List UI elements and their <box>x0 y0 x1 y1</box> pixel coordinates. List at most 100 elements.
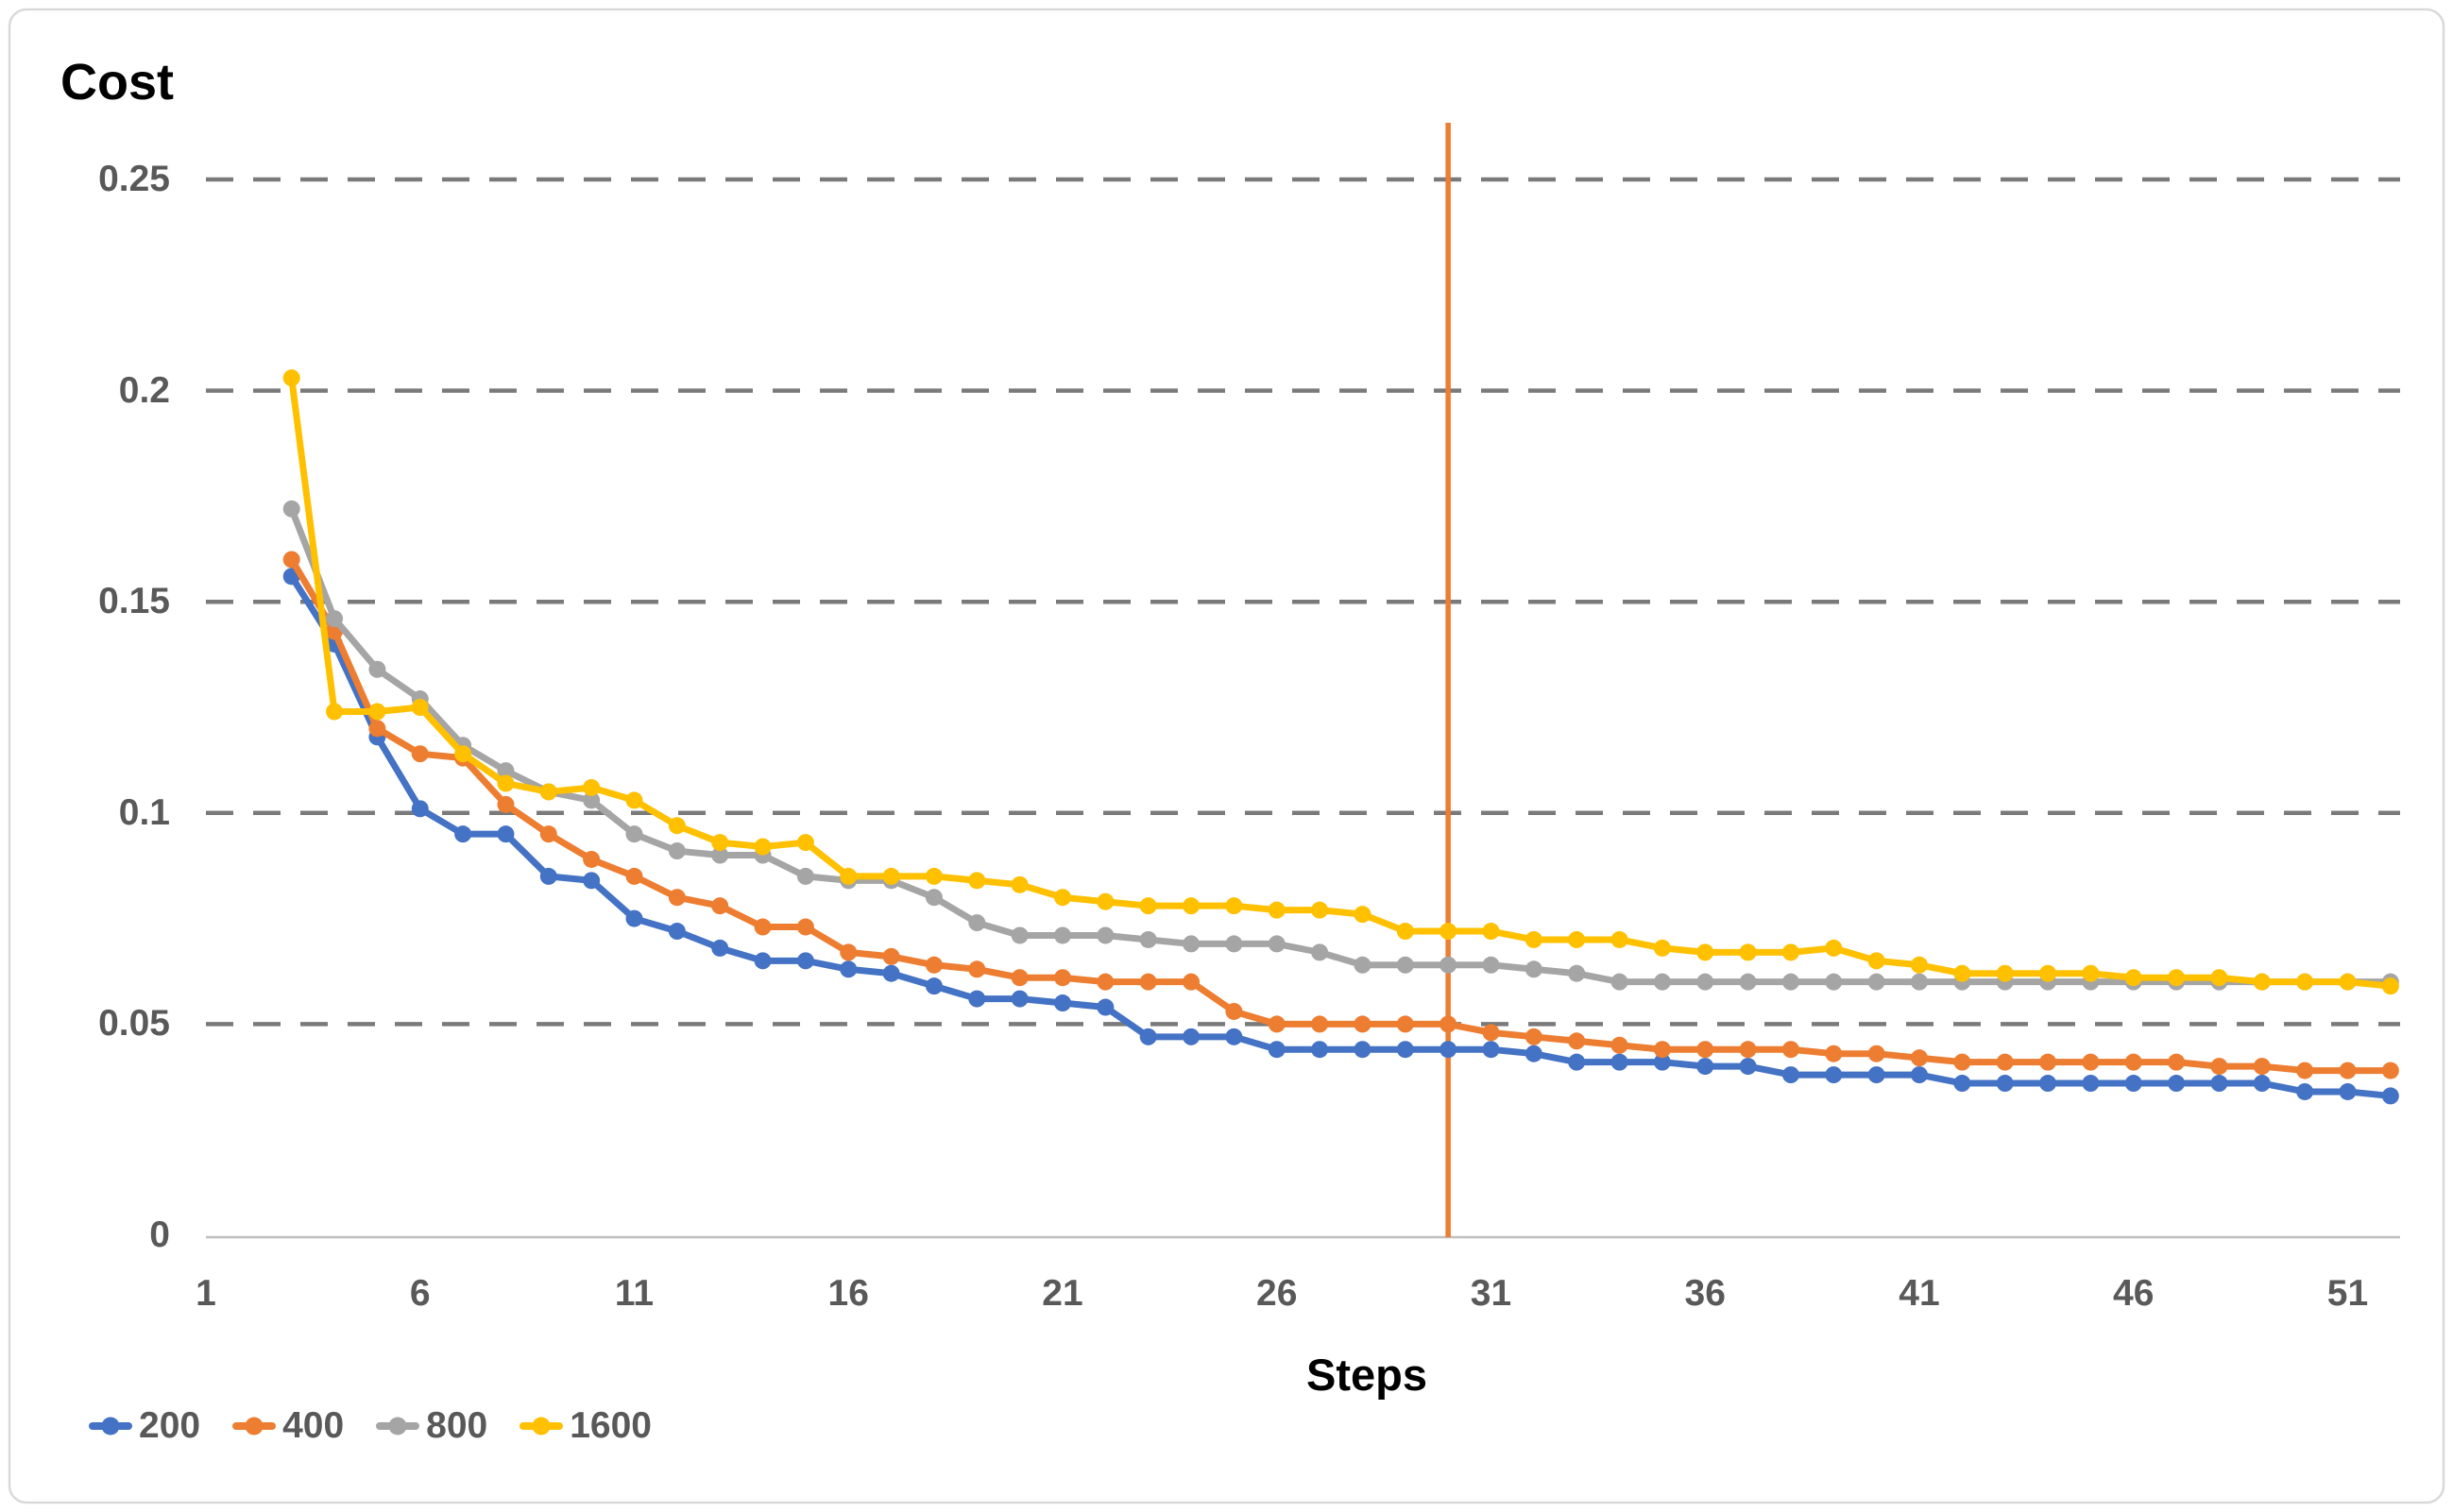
x-tick-41: 41 <box>1899 1273 1940 1314</box>
x-tick-46: 46 <box>2113 1273 2155 1314</box>
series-marker-1600 <box>754 838 772 856</box>
series-marker-800 <box>1825 973 1843 991</box>
series-marker-200 <box>1610 1053 1628 1071</box>
series-marker-1600 <box>1867 952 1885 970</box>
series-marker-1600 <box>1610 930 1628 948</box>
series-marker-400 <box>1011 969 1029 987</box>
series-marker-1600 <box>1568 930 1586 948</box>
series-marker-400 <box>840 943 858 961</box>
series-marker-1600 <box>840 867 858 885</box>
series-marker-1600 <box>925 867 943 885</box>
series-marker-200 <box>1825 1066 1843 1084</box>
series-marker-200 <box>1183 1028 1201 1045</box>
series-marker-400 <box>368 720 386 738</box>
x-axis-title: Steps <box>1306 1350 1427 1400</box>
series-marker-400 <box>1568 1032 1586 1050</box>
legend-marker-800 <box>376 1421 420 1430</box>
series-marker-200 <box>2168 1075 2186 1093</box>
series-marker-800 <box>282 500 300 518</box>
series-marker-400 <box>1867 1045 1885 1062</box>
series-marker-400 <box>411 745 429 763</box>
series-marker-400 <box>2296 1062 2314 1079</box>
series-marker-400 <box>1953 1053 1971 1071</box>
series-marker-400 <box>583 850 601 868</box>
series-marker-1600 <box>1911 956 1928 974</box>
series-marker-200 <box>2339 1082 2357 1100</box>
series-marker-400 <box>796 918 814 936</box>
series-marker-200 <box>1911 1066 1928 1084</box>
series-marker-200 <box>625 909 643 927</box>
series-marker-800 <box>1097 926 1115 944</box>
series-marker-200 <box>2210 1075 2228 1093</box>
series-marker-200 <box>1996 1075 2014 1093</box>
chart-title: Cost <box>60 54 174 110</box>
y-tick-0.15: 0.15 <box>98 581 170 622</box>
series-marker-1600 <box>711 834 729 852</box>
series-marker-400 <box>1911 1049 1928 1067</box>
series-marker-1600 <box>1268 901 1286 919</box>
series-marker-1600 <box>1139 897 1157 915</box>
series-marker-200 <box>1268 1041 1286 1059</box>
x-tick-16: 16 <box>827 1273 869 1314</box>
series-marker-1600 <box>282 369 300 387</box>
series-marker-200 <box>1097 998 1115 1016</box>
series-marker-1600 <box>1996 964 2014 982</box>
series-line-200 <box>288 572 2394 1099</box>
series-marker-1600 <box>1653 939 1671 957</box>
series-marker-200 <box>454 825 472 843</box>
series-marker-400 <box>1781 1041 1799 1059</box>
series-marker-1600 <box>454 745 472 763</box>
y-tick-0.05: 0.05 <box>98 1003 170 1045</box>
series-marker-400 <box>2124 1053 2142 1071</box>
series-marker-200 <box>1396 1041 1414 1059</box>
series-marker-200 <box>1781 1066 1799 1084</box>
series-marker-800 <box>1739 973 1757 991</box>
series-marker-1600 <box>1825 939 1843 957</box>
series-marker-1600 <box>1354 906 1371 924</box>
series-marker-1600 <box>1225 897 1243 915</box>
series-marker-1600 <box>539 783 557 801</box>
series-marker-800 <box>368 660 386 678</box>
series-marker-200 <box>497 825 515 843</box>
series-marker-400 <box>882 947 900 965</box>
series-marker-400 <box>1739 1041 1757 1059</box>
series-marker-200 <box>1696 1058 1714 1076</box>
series-marker-200 <box>1225 1028 1243 1045</box>
series-marker-200 <box>925 977 943 995</box>
series-marker-800 <box>1439 956 1457 974</box>
series-marker-200 <box>711 939 729 957</box>
series-marker-800 <box>1911 973 1928 991</box>
series-marker-200 <box>2082 1075 2100 1093</box>
series-marker-800 <box>1525 960 1542 978</box>
series-marker-800 <box>711 846 729 864</box>
series-marker-200 <box>2381 1087 2399 1105</box>
series-marker-200 <box>754 952 772 970</box>
legend-marker-200 <box>89 1421 132 1430</box>
series-marker-200 <box>968 990 986 1008</box>
series-marker-800 <box>1653 973 1671 991</box>
series-marker-400 <box>2253 1058 2271 1076</box>
x-tick-6: 6 <box>409 1273 431 1314</box>
series-marker-200 <box>2124 1075 2142 1093</box>
series-marker-1600 <box>368 703 386 721</box>
series-marker-400 <box>1139 973 1157 991</box>
series-marker-200 <box>1439 1041 1457 1059</box>
legend-label-200: 200 <box>139 1405 201 1446</box>
series-marker-200 <box>1568 1053 1586 1071</box>
series-marker-800 <box>1011 926 1029 944</box>
series-marker-1600 <box>583 778 601 796</box>
series-marker-400 <box>1396 1015 1414 1033</box>
series-marker-200 <box>1311 1041 1329 1059</box>
series-marker-400 <box>1825 1045 1843 1062</box>
series-marker-200 <box>1054 994 1071 1012</box>
series-marker-200 <box>2039 1075 2057 1093</box>
series-marker-800 <box>1396 956 1414 974</box>
y-tick-0.2: 0.2 <box>118 369 170 411</box>
series-marker-1600 <box>2039 964 2057 982</box>
series-marker-1600 <box>2124 969 2142 987</box>
series-marker-200 <box>840 960 858 978</box>
series-marker-1600 <box>1482 923 1500 941</box>
x-tick-31: 31 <box>1470 1273 1512 1314</box>
series-marker-200 <box>2296 1082 2314 1100</box>
